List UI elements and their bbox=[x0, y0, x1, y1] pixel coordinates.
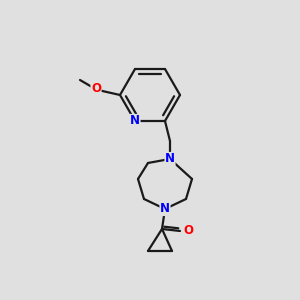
Text: O: O bbox=[91, 82, 101, 95]
Text: N: N bbox=[160, 202, 170, 215]
Text: N: N bbox=[165, 152, 175, 166]
Text: O: O bbox=[183, 224, 193, 238]
Text: N: N bbox=[130, 115, 140, 128]
